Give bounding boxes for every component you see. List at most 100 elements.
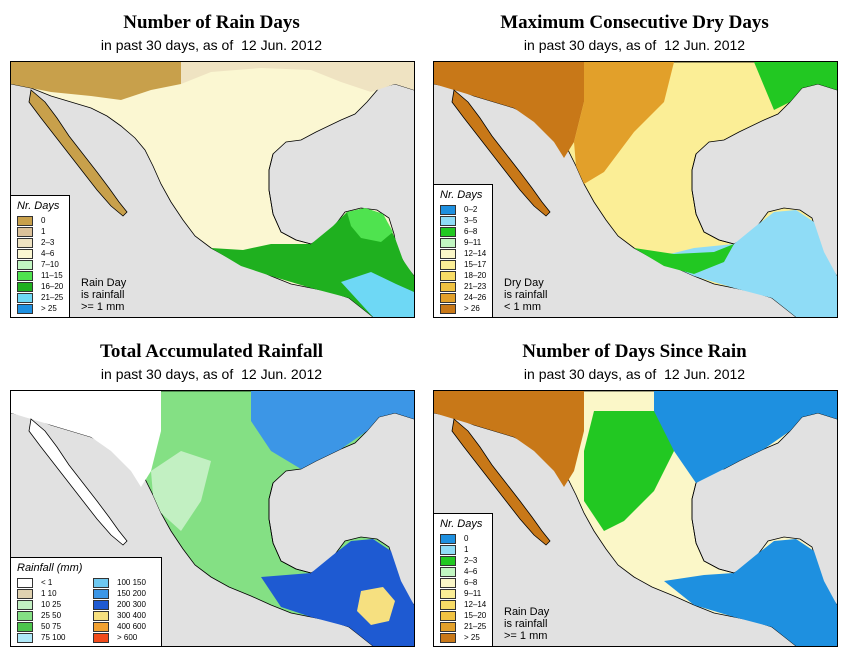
long-dry-west (434, 62, 584, 158)
legend-row: 12–14 (440, 248, 486, 259)
legend-swatch (17, 270, 33, 281)
legend-label: > 25 (41, 304, 57, 313)
dry-days-legend: Nr. Days 0–2 3–5 6–8 9–11 12–14 15–17 18–20 21–… (434, 184, 494, 317)
subtitle-date: 12 Jun. 2012 (664, 366, 746, 382)
legend-label: 400 600 (117, 622, 146, 631)
legend-swatch (17, 259, 33, 270)
legend-columns: < 1 1 10 10 25 25 50 50 75 75 100 100 150 150 … (17, 577, 155, 643)
dry-northwest (11, 62, 181, 100)
legend-swatch (440, 292, 456, 303)
legend-row: 18–20 (440, 270, 486, 281)
legend-row: 15–20 (440, 610, 486, 621)
rain-day-note: Rain Day is rainfall >= 1 mm (504, 606, 550, 642)
legend-swatch (440, 632, 456, 643)
legend-row: 0 (440, 533, 486, 544)
legend-label: 21–23 (464, 282, 487, 291)
legend-swatch (17, 248, 33, 259)
legend-swatch (440, 610, 456, 621)
legend-label: 15–20 (464, 611, 487, 620)
legend-row: 150 200 (93, 588, 155, 599)
legend-label: 25 50 (41, 611, 62, 620)
legend-row: > 25 (440, 632, 486, 643)
rain-days-map: Nr. Days 0 1 2–3 4–6 7–10 11–15 16–20 21–25 > 25… (10, 61, 415, 318)
legend-swatch (17, 292, 33, 303)
dry-central (574, 62, 674, 184)
gulf-coast (268, 153, 312, 245)
legend-label: 16–20 (41, 282, 64, 291)
panel-subtitle: in past 30 days, as of 12 Jun. 2012 (423, 37, 846, 53)
legend-label: 100 150 (117, 578, 146, 587)
subtitle-date: 12 Jun. 2012 (241, 366, 323, 382)
legend-title: Rainfall (mm) (17, 562, 83, 574)
legend-row: 21–25 (440, 621, 486, 632)
legend-label: 75 100 (41, 633, 66, 642)
subtitle-prefix: in past 30 days, as of (523, 366, 657, 382)
legend-row: 0–2 (440, 204, 486, 215)
legend-row: 24–26 (440, 292, 486, 303)
legend-swatch (93, 588, 109, 599)
legend-label: > 25 (464, 633, 480, 642)
dry-days-map: Nr. Days 0–2 3–5 6–8 9–11 12–14 15–17 18–20 21–… (433, 61, 838, 318)
legend-col-left: < 1 1 10 10 25 25 50 50 75 75 100 (17, 577, 79, 643)
panel-title: Number of Rain Days (123, 12, 300, 33)
legend-swatch (440, 204, 456, 215)
legend-title: Nr. Days (440, 189, 483, 201)
legend-row: > 600 (93, 632, 155, 643)
rainfall-map: Rainfall (mm) < 1 1 10 10 25 25 50 50 75 75 1… (10, 390, 415, 647)
legend-row: > 25 (17, 303, 63, 314)
rain-day-note: Rain Day is rainfall >= 1 mm (81, 277, 127, 313)
legend-row: 6–8 (440, 577, 486, 588)
rain-days-legend: Nr. Days 0 1 2–3 4–6 7–10 11–15 16–20 21–25 > 25 (11, 195, 71, 317)
legend-label: 2–3 (464, 556, 478, 565)
legend-label: 9–11 (464, 589, 482, 598)
legend-row: 4–6 (17, 248, 63, 259)
legend-row: 9–11 (440, 237, 486, 248)
legend-label: 200 300 (117, 600, 146, 609)
legend-swatch (93, 599, 109, 610)
legend-row: 6–8 (440, 226, 486, 237)
recent-south (664, 539, 837, 646)
legend-row: 10 25 (17, 599, 79, 610)
legend-row: 400 600 (93, 621, 155, 632)
legend-swatch (440, 259, 456, 270)
subtitle-prefix: in past 30 days, as of (523, 37, 657, 53)
legend-swatch (17, 621, 33, 632)
legend-label: 0 (41, 216, 46, 225)
moderate-north (181, 62, 414, 92)
legend-swatch (440, 215, 456, 226)
legend-label: 300 400 (117, 611, 146, 620)
legend-label: 18–20 (464, 271, 487, 280)
rainfall-legend: Rainfall (mm) < 1 1 10 10 25 25 50 50 75 75 1… (11, 557, 162, 646)
legend-swatch (440, 237, 456, 248)
recent-northeast (654, 391, 837, 483)
legend-list: 0 1 2–3 4–6 7–10 11–15 16–20 21–25 > 25 (17, 215, 63, 314)
legend-swatch (93, 621, 109, 632)
legend-row: 25 50 (17, 610, 79, 621)
legend-swatch (93, 577, 109, 588)
legend-swatch (440, 303, 456, 314)
rainfall-panel: Total Accumulated Rainfall in past 30 da… (0, 329, 423, 658)
legend-label: 150 200 (117, 589, 146, 598)
legend-row: 3–5 (440, 215, 486, 226)
legend-swatch (17, 215, 33, 226)
legend-label: 6–8 (464, 227, 478, 236)
legend-row: 16–20 (17, 281, 63, 292)
days-since-rain-legend: Nr. Days 0 1 2–3 4–6 6–8 9–11 12–14 15–20 21–25 >… (434, 513, 494, 646)
map-graphic (434, 391, 837, 646)
legend-row: > 26 (440, 303, 486, 314)
legend-swatch (440, 544, 456, 555)
legend-swatch (17, 303, 33, 314)
subtitle-date: 12 Jun. 2012 (241, 37, 323, 53)
legend-label: 15–17 (464, 260, 487, 269)
subtitle-date: 12 Jun. 2012 (664, 37, 746, 53)
legend-swatch (17, 632, 33, 643)
legend-row: 0 (17, 215, 63, 226)
legend-label: 4–6 (464, 567, 478, 576)
panel-title: Total Accumulated Rainfall (99, 341, 324, 362)
legend-swatch (17, 588, 33, 599)
legend-label: 9–11 (464, 238, 482, 247)
legend-label: 50 75 (41, 622, 62, 631)
wet-south (654, 210, 837, 317)
legend-swatch (440, 248, 456, 259)
legend-row: 1 10 (17, 588, 79, 599)
